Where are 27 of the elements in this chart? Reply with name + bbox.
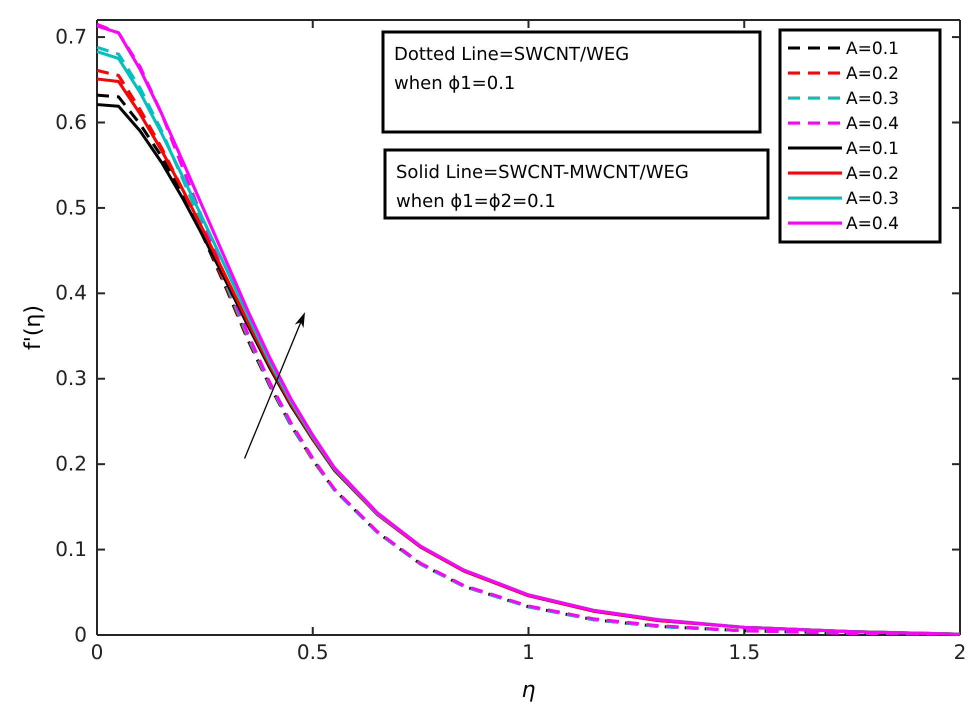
x-tick-label: 1.5 bbox=[728, 640, 760, 664]
y-tick-label: 0.4 bbox=[55, 280, 87, 305]
x-tick-label: 0 bbox=[90, 640, 104, 664]
legend-label: A=0.2 bbox=[846, 164, 899, 184]
legend-label: A=0.2 bbox=[846, 64, 899, 84]
legend-label: A=0.4 bbox=[846, 114, 899, 134]
y-axis-title: f'(η) bbox=[21, 305, 46, 350]
x-tick-label: 2 bbox=[954, 640, 966, 664]
y-tick-label: 0 bbox=[74, 622, 87, 646]
annotation: Solid Line=SWCNT-MWCNT/WEG when ϕ1=ϕ2=0.1 bbox=[396, 162, 689, 212]
x-axis-title: η bbox=[522, 678, 536, 703]
legend-label: A=0.3 bbox=[846, 89, 899, 109]
legend-label: A=0.1 bbox=[846, 139, 899, 159]
text-box: Solid Line=SWCNT-MWCNT/WEG when ϕ1=ϕ2=0.1 bbox=[384, 148, 770, 220]
y-tick-label: 0.7 bbox=[55, 24, 87, 48]
y-tick-label: 0.6 bbox=[55, 110, 87, 134]
legend-label: A=0.3 bbox=[846, 189, 899, 209]
y-tick-label: 0.1 bbox=[55, 536, 87, 561]
annotation: Dotted Line=SWCNT/WEG when ϕ1=0.1 bbox=[394, 44, 630, 94]
x-tick-label: 1 bbox=[522, 640, 535, 664]
y-tick-label: 0.5 bbox=[55, 195, 87, 220]
legend-label: A=0.4 bbox=[846, 214, 899, 234]
legend-label: A=0.1 bbox=[846, 39, 899, 59]
x-tick-label: 0.5 bbox=[296, 640, 329, 664]
y-tick-label: 0.3 bbox=[55, 366, 87, 390]
y-tick-label: 0.2 bbox=[55, 452, 87, 476]
text-box: Dotted Line=SWCNT/WEG when ϕ1=0.1 bbox=[382, 30, 762, 134]
